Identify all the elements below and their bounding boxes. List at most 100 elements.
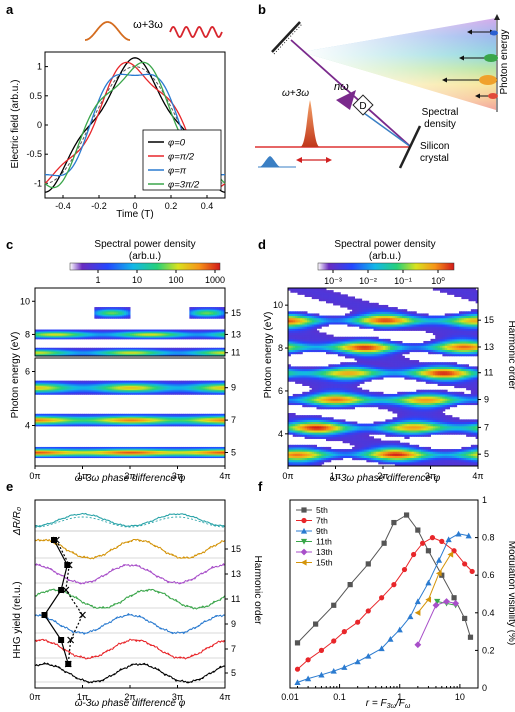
heatmap-cell bbox=[141, 415, 145, 417]
heatmap-cell bbox=[35, 336, 38, 339]
heatmap-cell bbox=[177, 334, 180, 337]
heatmap-cell bbox=[207, 349, 210, 352]
heatmap-cell bbox=[199, 424, 202, 427]
heatmap-cell bbox=[187, 334, 190, 337]
heatmap-cell bbox=[392, 457, 396, 461]
heatmap-cell bbox=[133, 334, 137, 337]
heatmap-cell bbox=[98, 420, 101, 423]
heatmap-cell bbox=[161, 417, 165, 420]
heatmap-cell bbox=[205, 354, 208, 356]
heatmap-cell bbox=[133, 385, 137, 388]
heatmap-cell bbox=[147, 419, 151, 421]
heatmap-cell bbox=[100, 348, 103, 351]
heatmap-cell bbox=[145, 386, 149, 389]
heatmap-cell bbox=[143, 350, 147, 353]
heatmap-cell bbox=[88, 421, 91, 424]
heatmap-cell bbox=[155, 383, 159, 386]
heatmap-cell bbox=[106, 330, 109, 333]
heatmap-cell bbox=[167, 449, 171, 451]
heatmap-cell bbox=[411, 463, 415, 467]
heatmap-cell bbox=[213, 347, 216, 350]
heatmap-cell bbox=[151, 329, 155, 332]
heatmap-cell bbox=[318, 459, 322, 463]
heatmap-cell bbox=[128, 452, 131, 455]
heatmap-cell bbox=[106, 307, 109, 309]
heatmap-cell bbox=[151, 455, 155, 457]
heatmap-cell bbox=[92, 389, 95, 392]
heatmap-cell bbox=[157, 380, 161, 383]
heatmap-cell bbox=[35, 391, 38, 394]
heatmap-cell bbox=[126, 449, 129, 451]
heatmap-cell bbox=[383, 459, 386, 463]
heatmap-cell bbox=[219, 313, 222, 315]
heatmap-cell bbox=[209, 350, 212, 353]
heatmap-cell bbox=[435, 459, 439, 463]
heatmap-cell bbox=[153, 337, 157, 340]
heatmap-cell bbox=[102, 417, 105, 420]
heatmap-cell bbox=[88, 413, 91, 416]
heatmap-cell bbox=[86, 382, 89, 385]
heatmap-cell bbox=[42, 416, 46, 419]
heatmap-cell bbox=[98, 331, 101, 334]
heatmap-cell bbox=[177, 336, 180, 339]
heatmap-cell bbox=[104, 452, 107, 455]
heatmap-cell bbox=[70, 337, 74, 340]
heatmap-cell bbox=[143, 421, 147, 424]
heatmap-cell bbox=[112, 417, 115, 420]
heatmap-cell bbox=[385, 459, 389, 463]
heatmap-cell bbox=[169, 415, 173, 417]
heatmap-cell bbox=[203, 423, 206, 426]
heatmap-cell bbox=[195, 313, 198, 315]
heatmap-cell bbox=[76, 449, 80, 451]
heatmap-cell bbox=[223, 347, 226, 350]
heatmap-cell bbox=[80, 330, 83, 333]
heatmap-cell bbox=[74, 420, 78, 423]
heatmap-cell bbox=[145, 416, 149, 419]
heatmap-cell bbox=[189, 313, 192, 315]
heatmap-cell bbox=[42, 452, 46, 455]
heatmap-cell bbox=[74, 350, 78, 353]
heatmap-cell bbox=[50, 348, 54, 351]
heatmap-cell bbox=[137, 416, 141, 419]
heatmap-cell bbox=[106, 336, 109, 339]
heatmap-cell bbox=[159, 383, 163, 386]
heatmap-cell bbox=[292, 455, 296, 459]
heatmap-cell bbox=[72, 382, 76, 385]
heatmap-cell bbox=[48, 450, 52, 453]
heatmap-cell bbox=[110, 334, 113, 337]
heatmap-cell bbox=[185, 449, 188, 451]
heatmap-cell bbox=[219, 315, 222, 318]
heatmap-cell bbox=[108, 454, 111, 456]
heatmap-cell bbox=[217, 347, 220, 350]
heatmap-cell bbox=[114, 419, 117, 421]
heatmap-cell bbox=[165, 380, 169, 383]
heatmap-cell bbox=[66, 337, 70, 340]
heatmap-cell bbox=[406, 461, 410, 465]
heatmap-cell bbox=[195, 333, 198, 336]
heatmap-cell bbox=[118, 391, 121, 394]
heatmap-cell bbox=[60, 446, 64, 449]
heatmap-cell bbox=[352, 457, 356, 461]
heatmap-cell bbox=[102, 456, 105, 459]
heatmap-cell bbox=[191, 415, 194, 417]
heatmap-cell bbox=[122, 308, 125, 310]
heatmap-cell bbox=[42, 380, 46, 383]
heatmap-cell bbox=[207, 383, 210, 386]
heatmap-cell bbox=[98, 335, 101, 338]
heatmap-cell bbox=[203, 312, 206, 314]
heatmap-cell bbox=[35, 348, 38, 351]
heatmap-cell bbox=[98, 336, 101, 339]
heatmap-cell bbox=[380, 455, 384, 459]
heatmap-cell bbox=[189, 416, 192, 419]
heatmap-cell bbox=[153, 330, 157, 333]
heatmap-cell bbox=[38, 448, 42, 450]
heatmap-cell bbox=[311, 455, 315, 459]
heatmap-cell bbox=[76, 334, 80, 337]
heatmap-cell bbox=[131, 336, 135, 339]
heatmap-cell bbox=[147, 417, 151, 420]
heatmap-cell bbox=[38, 424, 42, 427]
heatmap-cell bbox=[191, 380, 194, 383]
heatmap-cell bbox=[35, 350, 38, 353]
spectral-fan-fade bbox=[302, 18, 496, 110]
